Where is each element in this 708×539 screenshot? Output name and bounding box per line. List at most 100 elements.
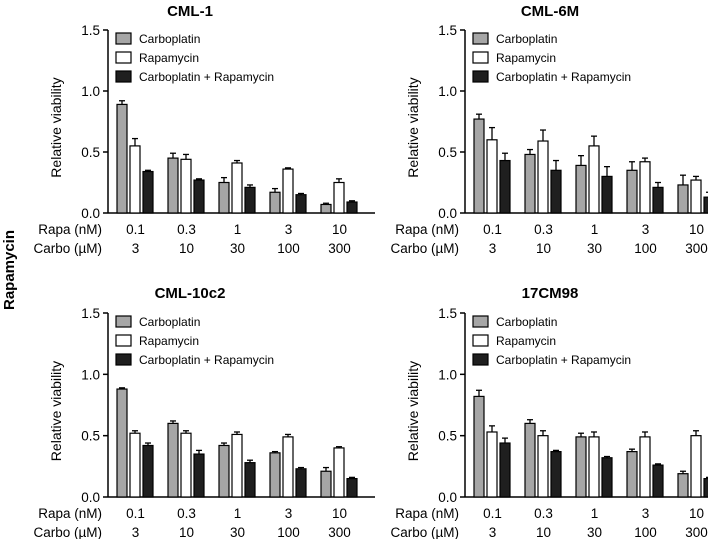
x-tick-carbo-dose: 100 xyxy=(277,525,300,539)
bar-carboplatin-rapamycin-4 xyxy=(652,464,664,498)
bar-rapamycin-2 xyxy=(180,158,192,214)
y-tick-label: 0.0 xyxy=(81,490,100,505)
bar-carboplatin-3 xyxy=(218,181,230,214)
chart-title: 17CM98 xyxy=(522,285,579,302)
x-tick-carbo-dose: 3 xyxy=(132,241,140,256)
legend-swatch-rapamycin xyxy=(472,51,489,64)
y-tick-label: 1.0 xyxy=(438,84,457,99)
rapa-row-label: Rapa (nM) xyxy=(38,506,102,521)
y-tick-label: 1.5 xyxy=(438,23,457,38)
legend-swatch-carboplatin xyxy=(472,315,489,328)
x-tick-rapa-dose: 1 xyxy=(234,506,242,521)
x-tick-rapa-dose: 10 xyxy=(332,222,347,237)
x-tick-carbo-dose: 3 xyxy=(489,525,497,539)
x-tick-rapa-dose: 3 xyxy=(285,222,293,237)
bar-carboplatin-3 xyxy=(218,444,230,498)
bar-carboplatin-rapamycin-1 xyxy=(142,444,154,498)
bar-carboplatin-rapamycin-3 xyxy=(601,175,613,214)
x-tick-carbo-dose: 10 xyxy=(536,241,551,256)
y-tick-label: 0.0 xyxy=(81,206,100,221)
bar-carboplatin-rapamycin-5 xyxy=(703,478,708,498)
carbo-row-label: Carbo (µM) xyxy=(33,525,102,539)
y-tick-label: 0.5 xyxy=(81,145,100,160)
bar-carboplatin-5 xyxy=(320,470,332,498)
bar-carboplatin-rapamycin-3 xyxy=(244,462,256,498)
x-tick-rapa-dose: 3 xyxy=(642,506,650,521)
legend-label-carboplatin-rapamycin: Carboplatin + Rapamycin xyxy=(139,353,274,367)
bar-carboplatin-rapamycin-2 xyxy=(550,169,562,214)
bar-carboplatin-5 xyxy=(677,473,689,498)
y-tick-label: 0.0 xyxy=(438,490,457,505)
bar-rapamycin-5 xyxy=(333,181,345,214)
legend-label-carboplatin: Carboplatin xyxy=(139,32,200,46)
bar-carboplatin-1 xyxy=(116,388,128,498)
bar-carboplatin-rapamycin-5 xyxy=(346,478,358,498)
legend-swatch-carboplatin-rapamycin xyxy=(115,70,132,83)
bar-carboplatin-4 xyxy=(626,451,638,498)
x-tick-rapa-dose: 10 xyxy=(689,506,704,521)
x-tick-rapa-dose: 3 xyxy=(642,222,650,237)
x-tick-carbo-dose: 10 xyxy=(179,525,194,539)
x-tick-rapa-dose: 1 xyxy=(591,222,599,237)
legend-swatch-carboplatin-rapamycin xyxy=(472,70,489,83)
bar-carboplatin-rapamycin-2 xyxy=(550,451,562,498)
x-tick-carbo-dose: 10 xyxy=(536,525,551,539)
legend-label-rapamycin: Rapamycin xyxy=(496,334,556,348)
x-tick-carbo-dose: 3 xyxy=(489,241,497,256)
x-tick-rapa-dose: 10 xyxy=(689,222,704,237)
bar-carboplatin-1 xyxy=(473,118,485,214)
x-tick-carbo-dose: 30 xyxy=(230,241,245,256)
x-tick-carbo-dose: 300 xyxy=(685,241,708,256)
legend-label-rapamycin: Rapamycin xyxy=(139,51,199,65)
bar-carboplatin-1 xyxy=(116,103,128,214)
legend-swatch-carboplatin xyxy=(115,32,132,45)
bar-carboplatin-rapamycin-1 xyxy=(499,442,511,498)
x-tick-rapa-dose: 1 xyxy=(591,506,599,521)
x-tick-rapa-dose: 0.3 xyxy=(177,222,196,237)
x-tick-rapa-dose: 10 xyxy=(332,506,347,521)
y-tick-label: 0.0 xyxy=(438,206,457,221)
x-tick-carbo-dose: 300 xyxy=(685,525,708,539)
bar-rapamycin-5 xyxy=(333,447,345,498)
carbo-row-label: Carbo (µM) xyxy=(390,241,459,256)
legend-label-carboplatin-rapamycin: Carboplatin + Rapamycin xyxy=(139,70,274,84)
x-tick-carbo-dose: 30 xyxy=(587,525,602,539)
x-tick-rapa-dose: 0.3 xyxy=(534,222,553,237)
rapa-row-label: Rapa (nM) xyxy=(38,222,102,237)
y-tick-label: 1.0 xyxy=(81,84,100,99)
bar-carboplatin-2 xyxy=(167,157,179,214)
x-tick-rapa-dose: 0.1 xyxy=(126,506,145,521)
x-tick-carbo-dose: 3 xyxy=(132,525,140,539)
x-tick-rapa-dose: 0.1 xyxy=(483,506,502,521)
y-tick-label: 1.0 xyxy=(438,367,457,382)
bar-rapamycin-3 xyxy=(588,145,600,214)
bar-carboplatin-rapamycin-2 xyxy=(193,179,205,214)
y-tick-label: 0.5 xyxy=(438,429,457,444)
legend-label-rapamycin: Rapamycin xyxy=(139,334,199,348)
legend-label-carboplatin-rapamycin: Carboplatin + Rapamycin xyxy=(496,70,631,84)
x-tick-carbo-dose: 30 xyxy=(587,241,602,256)
x-tick-carbo-dose: 10 xyxy=(179,241,194,256)
y-tick-label: 0.5 xyxy=(438,145,457,160)
bar-carboplatin-2 xyxy=(524,422,536,498)
legend-swatch-rapamycin xyxy=(472,334,489,347)
bar-rapamycin-4 xyxy=(282,168,294,214)
x-tick-carbo-dose: 100 xyxy=(277,241,300,256)
chart-panel-cml-6m: CML-6M 0.0 0.5 1.0 1.5 Relative viability 0.1 3… xyxy=(390,3,708,256)
y-tick-label: 1.5 xyxy=(438,306,457,321)
bar-carboplatin-4 xyxy=(269,191,281,214)
x-tick-carbo-dose: 300 xyxy=(328,525,351,539)
y-axis-label: Relative viability xyxy=(405,77,421,177)
bar-rapamycin-4 xyxy=(639,161,651,214)
x-tick-rapa-dose: 0.3 xyxy=(177,506,196,521)
legend-swatch-carboplatin xyxy=(472,32,489,45)
bar-rapamycin-4 xyxy=(282,436,294,498)
bar-carboplatin-rapamycin-5 xyxy=(346,201,358,214)
legend-label-carboplatin-rapamycin: Carboplatin + Rapamycin xyxy=(496,353,631,367)
bar-carboplatin-rapamycin-1 xyxy=(142,170,154,214)
x-tick-carbo-dose: 30 xyxy=(230,525,245,539)
bar-carboplatin-3 xyxy=(575,436,587,498)
bar-carboplatin-3 xyxy=(575,164,587,214)
x-tick-rapa-dose: 1 xyxy=(234,222,242,237)
